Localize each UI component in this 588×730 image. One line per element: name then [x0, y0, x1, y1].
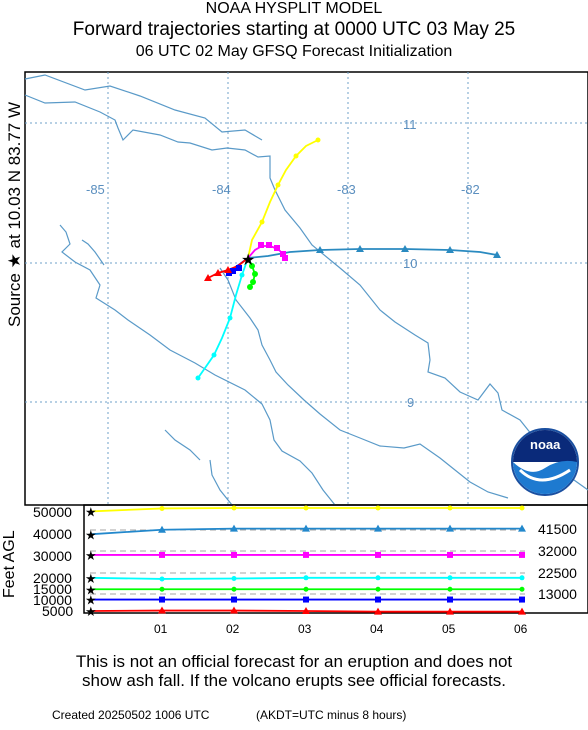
height-gridlines: [90, 529, 525, 595]
map-subtitle: 06 UTC 02 May GFSQ Forecast Initializati…: [135, 43, 453, 60]
height-series-point: [159, 576, 165, 582]
height-series-point: [518, 524, 526, 532]
right-label: 41500: [538, 521, 577, 537]
height-series-point: [231, 586, 237, 592]
xtick-label: 05: [442, 622, 456, 636]
ytick-label: 50000: [33, 504, 72, 520]
traj-yellow: [247, 139, 319, 259]
height-series-point: [302, 524, 310, 532]
height-series-point: [303, 551, 309, 558]
ytick-label: 30000: [33, 548, 72, 564]
height-series-point: [519, 505, 525, 511]
height-xtick-labels: 01 02 03 04 05 06: [154, 622, 528, 636]
height-series-point: [158, 606, 166, 614]
lon-label: -84: [212, 182, 231, 197]
height-series-point: [231, 551, 237, 558]
created-timestamp: Created 20250502 1006 UTC: [52, 708, 210, 722]
lon-label: -82: [461, 182, 480, 197]
height-series-point: [230, 606, 238, 614]
traj-cyan: [197, 257, 249, 379]
ytick-label: 15000: [33, 581, 72, 597]
height-series-point: [375, 551, 381, 558]
height-series-point: [446, 524, 454, 532]
height-series-point: [230, 524, 238, 532]
akdt-note: (AKDT=UTC minus 8 hours): [256, 708, 407, 722]
height-series-point: [519, 575, 525, 581]
height-series-point: [374, 524, 382, 532]
height-series-point: [447, 596, 453, 603]
height-series-point: [519, 551, 525, 558]
lat-label: 11: [403, 117, 417, 132]
source-star-icon: ★: [85, 583, 97, 598]
map-grid: [25, 72, 588, 505]
height-series-point: [518, 607, 526, 615]
right-label: 22500: [538, 565, 577, 581]
lat-label: 9: [407, 395, 414, 410]
ytick-label: 10000: [33, 592, 72, 608]
height-right-labels: 41500 32000 22500 13000: [538, 521, 577, 602]
height-series-point: [447, 551, 453, 558]
ytick-label: 5000: [42, 603, 73, 619]
source-star-icon: ★: [85, 594, 97, 609]
height-series-point: [159, 505, 165, 511]
height-series-point: [375, 586, 381, 592]
height-series-point: [375, 575, 381, 581]
height-series-point: [158, 525, 166, 533]
height-series-point: [231, 596, 237, 603]
height-ytick-labels: 50000 40000 30000 20000 15000 10000 5000: [33, 504, 73, 619]
height-series-point: [375, 505, 381, 511]
xtick-label: 02: [226, 622, 240, 636]
height-series: ★★★★★★★: [85, 505, 526, 620]
height-series-point: [374, 607, 382, 615]
disclaimer: This is not an official forecast for an …: [0, 652, 588, 690]
height-series-point: [519, 586, 525, 592]
height-series-point: [159, 586, 165, 592]
lon-label: -85: [86, 182, 105, 197]
height-series-point: [446, 607, 454, 615]
source-star-icon: ★: [241, 250, 255, 269]
lat-label: 10: [403, 256, 417, 271]
source-star-icon: ★: [85, 549, 97, 564]
height-series-point: [303, 596, 309, 603]
xtick-label: 01: [154, 622, 168, 636]
disclaimer-line-2: show ash fall. If the volcano erupts see…: [82, 671, 506, 690]
xtick-label: 04: [370, 622, 384, 636]
height-series-point: [447, 575, 453, 581]
coastlines: [24, 74, 588, 506]
xtick-label: 03: [298, 622, 312, 636]
map-title: Forward trajectories starting at 0000 UT…: [72, 19, 516, 40]
source-star-icon: ★: [85, 528, 97, 543]
height-series-point: [447, 505, 453, 511]
source-star-icon: ★: [85, 505, 97, 520]
lon-label: -83: [337, 182, 356, 197]
right-label: 13000: [538, 586, 577, 602]
height-series-point: [159, 551, 165, 558]
noaa-logo: noaa: [511, 428, 579, 496]
height-series-point: [231, 575, 237, 581]
height-series-point: [303, 575, 309, 581]
height-series-point: [231, 505, 237, 511]
height-series-point: [375, 596, 381, 603]
height-series-point: [519, 596, 525, 603]
ytick-label: 20000: [33, 570, 72, 586]
model-title: NOAA HYSPLIT MODEL: [205, 0, 383, 17]
map-frame: [24, 71, 588, 506]
source-star-icon: ★: [85, 605, 97, 620]
height-series-point: [159, 596, 165, 603]
height-series-point: [303, 586, 309, 592]
map-trajectories: ★: [195, 137, 501, 381]
right-label: 32000: [538, 543, 577, 559]
noaa-logo-text: noaa: [530, 437, 561, 452]
source-star-icon: ★: [85, 572, 97, 587]
height-series-point: [302, 607, 310, 614]
ytick-label: 40000: [33, 526, 72, 542]
xtick-label: 06: [514, 622, 528, 636]
height-series-point: [303, 505, 309, 511]
height-series-point: [447, 586, 453, 592]
disclaimer-line-1: This is not an official forecast for an …: [75, 652, 513, 671]
